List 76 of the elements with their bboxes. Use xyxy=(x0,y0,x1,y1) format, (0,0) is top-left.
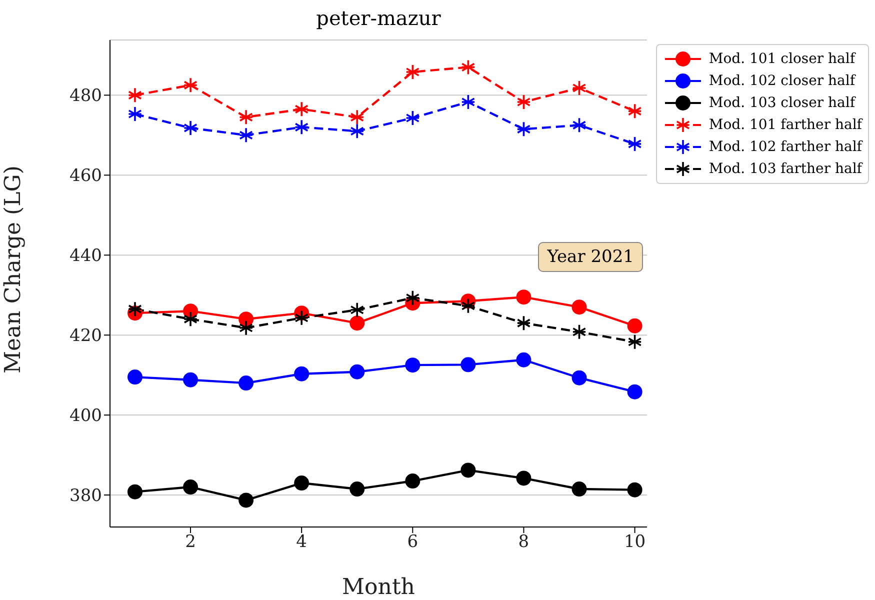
point xyxy=(460,357,476,372)
point xyxy=(350,302,364,318)
x-tick-label: 2 xyxy=(185,532,196,552)
x-tick-label: 6 xyxy=(407,532,418,552)
point xyxy=(405,358,420,373)
point xyxy=(516,290,532,305)
point xyxy=(127,484,142,500)
point xyxy=(350,482,365,497)
y-axis-title: Mean Charge (LG) xyxy=(0,166,26,374)
point xyxy=(128,87,142,104)
legend-label: Mod. 101 farther half xyxy=(708,117,862,133)
y-tick-label: 400 xyxy=(70,406,102,426)
legend-label: Mod. 102 closer half xyxy=(708,73,856,89)
point xyxy=(183,480,198,495)
legend-label: Mod. 103 closer half xyxy=(708,95,856,111)
chart-title: peter-mazur xyxy=(315,6,442,30)
point xyxy=(350,316,365,331)
point xyxy=(627,318,642,334)
point xyxy=(294,310,309,326)
point xyxy=(460,94,476,110)
point xyxy=(572,370,587,386)
y-tick-label: 380 xyxy=(70,486,102,506)
point xyxy=(405,474,420,489)
point xyxy=(350,364,365,380)
point xyxy=(350,123,364,140)
point xyxy=(460,59,476,76)
point xyxy=(238,320,254,336)
point xyxy=(460,462,476,478)
point xyxy=(572,80,586,96)
point xyxy=(627,384,642,400)
point xyxy=(238,109,254,126)
x-tick-label: 4 xyxy=(296,532,307,552)
y-tick-label: 480 xyxy=(70,86,102,106)
point xyxy=(405,110,420,126)
point xyxy=(405,64,420,80)
point xyxy=(628,334,642,350)
point xyxy=(516,315,531,331)
point xyxy=(127,370,142,385)
point xyxy=(183,77,198,94)
point xyxy=(294,476,310,491)
legend-label: Mod. 101 closer half xyxy=(708,51,856,67)
legend-label: Mod. 102 farther half xyxy=(708,139,862,155)
point xyxy=(294,366,310,382)
y-tick-label: 440 xyxy=(70,246,102,266)
point xyxy=(405,290,420,306)
point xyxy=(183,311,198,327)
y-tick-label: 420 xyxy=(70,326,102,346)
point xyxy=(294,119,309,136)
point xyxy=(516,121,531,138)
point xyxy=(460,298,476,314)
y-tick-label: 460 xyxy=(70,166,102,186)
point xyxy=(627,482,642,498)
point xyxy=(350,109,364,126)
point xyxy=(238,376,254,391)
point xyxy=(572,324,586,340)
point xyxy=(516,352,532,368)
point xyxy=(238,312,254,327)
point xyxy=(516,470,532,486)
x-tick-label: 8 xyxy=(518,532,530,552)
point xyxy=(572,300,587,315)
annotation: Year 2021 xyxy=(538,242,643,272)
point xyxy=(572,117,586,134)
point xyxy=(572,482,587,497)
point xyxy=(183,120,198,136)
point xyxy=(238,127,254,144)
point xyxy=(294,101,309,118)
x-tick-label: 10 xyxy=(624,532,646,552)
point xyxy=(128,301,142,317)
point xyxy=(128,106,142,122)
point xyxy=(628,136,642,152)
point xyxy=(183,372,198,388)
point xyxy=(628,103,642,120)
point xyxy=(516,94,531,110)
x-axis-title: Month xyxy=(342,575,415,600)
point xyxy=(238,492,254,508)
legend-label: Mod. 103 farther half xyxy=(708,161,862,177)
